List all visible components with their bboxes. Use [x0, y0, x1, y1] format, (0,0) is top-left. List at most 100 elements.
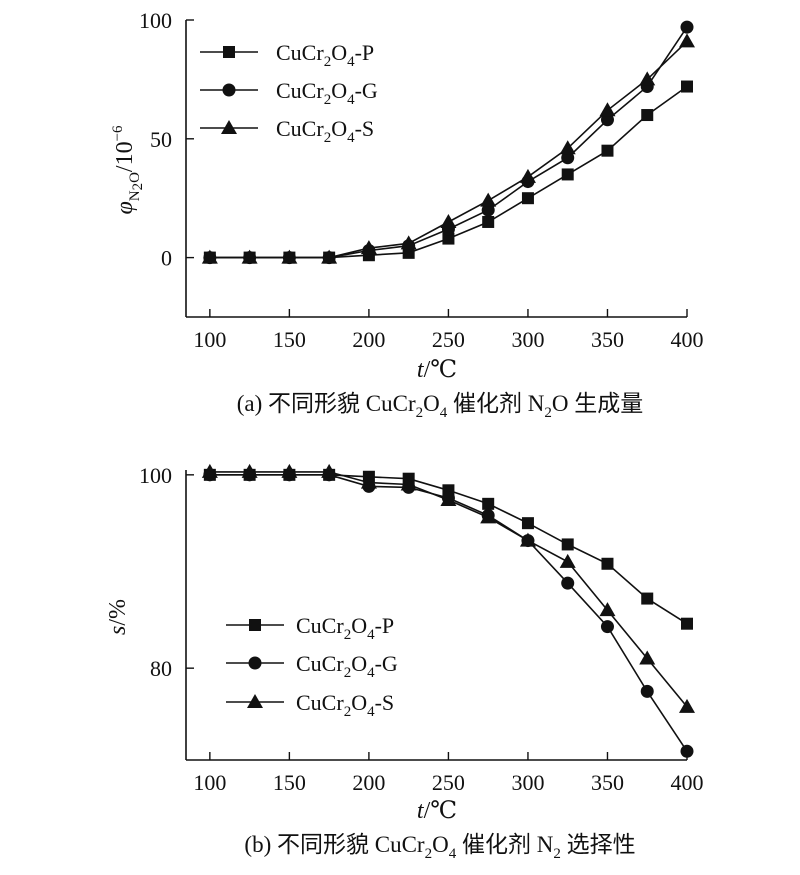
data-point: [360, 474, 377, 489]
y-tick-label: 100: [139, 463, 172, 488]
y-tick-label: 0: [161, 246, 172, 271]
data-point: [321, 463, 338, 478]
data-point: [641, 592, 654, 605]
data-point: [201, 463, 218, 478]
data-point: [601, 557, 614, 570]
data-point: [482, 215, 495, 228]
x-tick-label: 200: [352, 327, 385, 352]
data-point: [601, 144, 614, 157]
data-point: [281, 463, 298, 478]
x-tick-label: 150: [273, 770, 306, 795]
data-point: [440, 213, 457, 228]
data-point: [561, 538, 574, 551]
data-point: [600, 113, 614, 127]
legend-label: CuCr2O4-G: [276, 78, 378, 108]
data-point: [599, 102, 616, 117]
series-group: [201, 463, 695, 758]
caption-a: (a) 不同形貌 CuCr2O4 催化剂 N2O 生成量: [237, 391, 644, 421]
x-tick-label: 400: [671, 770, 704, 795]
data-point: [482, 497, 495, 510]
data-point: [481, 203, 495, 217]
data-point: [201, 249, 218, 264]
x-tick-label: 100: [193, 770, 226, 795]
x-axis-title: t/℃: [417, 357, 457, 383]
chart-panel-b: 80 100 100 150 200 250 300 350 400 s/% t/℃ (b) …: [105, 463, 704, 862]
legend-label: CuCr2O4-S: [276, 116, 374, 146]
data-point: [681, 80, 693, 93]
legend-triangle-marker: [221, 120, 237, 134]
legend: CuCr2O4-P CuCr2O4-G CuCr2O4-S: [226, 613, 398, 720]
data-point: [281, 249, 298, 264]
series-g: [203, 468, 694, 758]
legend-item-p: CuCr2O4-P: [226, 613, 394, 643]
data-point: [480, 192, 497, 207]
legend-item-g: CuCr2O4-G: [226, 651, 398, 681]
x-tick-label: 250: [432, 770, 465, 795]
data-point: [400, 476, 417, 491]
legend-label: CuCr2O4-P: [296, 613, 394, 643]
legend-label: CuCr2O4-P: [276, 40, 374, 70]
legend-item-s: CuCr2O4-S: [200, 116, 374, 146]
y-ticks: 80 100: [139, 463, 194, 681]
data-point: [559, 553, 576, 568]
data-point: [681, 617, 693, 630]
data-point: [599, 602, 616, 617]
series-group: [201, 20, 695, 265]
legend-item-g: CuCr2O4-G: [200, 78, 378, 108]
legend-item-s: CuCr2O4-S: [226, 690, 394, 720]
y-ticks: 0 50 100: [139, 8, 194, 271]
x-tick-label: 150: [273, 327, 306, 352]
legend-square-marker: [249, 619, 261, 631]
chart-panel-a: 0 50 100 100 150 200 250 300 350 400 φN2O/10−6 t…: [110, 8, 704, 421]
data-point: [442, 232, 455, 245]
x-ticks: 100 150 200 250 300 350 400: [193, 309, 704, 352]
data-point: [559, 140, 576, 155]
data-point: [641, 109, 654, 122]
legend-circle-marker: [248, 656, 262, 670]
data-point: [679, 33, 695, 48]
data-point: [561, 151, 575, 165]
data-point: [600, 620, 614, 634]
y-axis-title: φN2O/10−6: [110, 125, 146, 215]
x-tick-label: 350: [591, 327, 624, 352]
legend-triangle-marker: [247, 694, 263, 708]
data-point: [440, 491, 457, 506]
plot-frame: [185, 20, 687, 318]
data-point: [679, 698, 695, 713]
series-p: [203, 80, 693, 264]
y-axis-title: s/%: [105, 599, 131, 635]
x-tick-label: 300: [511, 327, 544, 352]
x-tick-label: 200: [352, 770, 385, 795]
data-point: [561, 168, 574, 181]
plot-frame: [185, 470, 687, 761]
y-tick-label: 80: [150, 656, 172, 681]
legend-item-p: CuCr2O4-P: [200, 40, 374, 70]
data-point: [680, 20, 694, 34]
data-point: [360, 240, 377, 255]
data-point: [680, 744, 694, 758]
data-point: [321, 249, 338, 264]
data-point: [640, 684, 654, 698]
y-tick-label: 50: [150, 127, 172, 152]
data-point: [519, 532, 536, 547]
data-point: [639, 650, 656, 665]
y-tick-label: 100: [139, 8, 172, 33]
data-point: [400, 235, 417, 250]
x-axis-title: t/℃: [417, 798, 457, 824]
data-point: [480, 509, 497, 524]
series-s: [201, 33, 695, 264]
x-tick-label: 350: [591, 770, 624, 795]
data-point: [639, 71, 656, 86]
series-line: [209, 473, 688, 752]
legend-label: CuCr2O4-S: [296, 690, 394, 720]
data-point: [561, 576, 575, 590]
legend-label: CuCr2O4-G: [296, 651, 398, 681]
data-point: [521, 192, 534, 205]
x-tick-label: 250: [432, 327, 465, 352]
data-point: [521, 517, 534, 530]
data-point: [241, 463, 258, 478]
legend-circle-marker: [222, 83, 236, 97]
data-point: [241, 249, 258, 264]
caption-b: (b) 不同形貌 CuCr2O4 催化剂 N2 选择性: [244, 832, 635, 862]
